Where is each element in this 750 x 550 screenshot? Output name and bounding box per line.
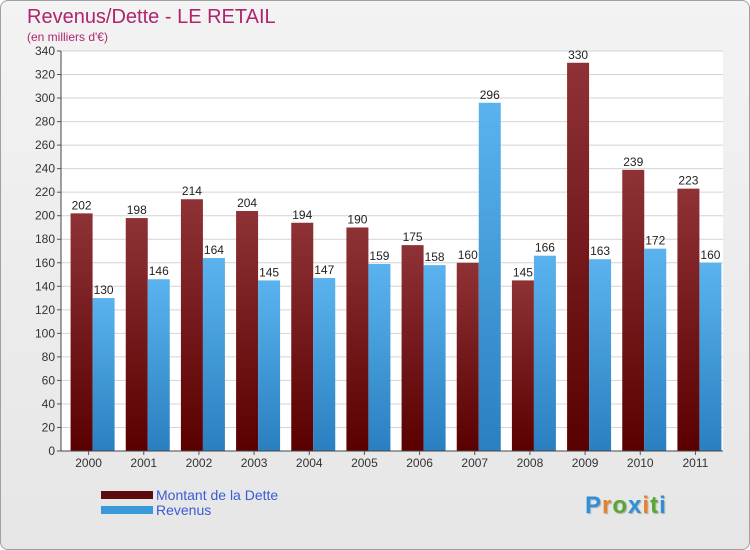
x-tick-label: 2005 bbox=[351, 456, 378, 470]
y-tick-label: 80 bbox=[42, 350, 56, 364]
y-tick-label: 140 bbox=[35, 279, 55, 293]
logo-letter: r bbox=[602, 492, 613, 519]
bar-revenus bbox=[368, 263, 391, 451]
logo-letter: P bbox=[585, 492, 603, 519]
data-label: 130 bbox=[94, 283, 114, 297]
x-tick-label: 2003 bbox=[241, 456, 268, 470]
bar-dette bbox=[291, 222, 314, 451]
data-label: 160 bbox=[700, 248, 720, 262]
y-tick-label: 280 bbox=[35, 115, 55, 129]
data-label: 330 bbox=[568, 48, 588, 62]
bar-dette bbox=[511, 280, 534, 451]
legend-label-revenus: Revenus bbox=[156, 501, 212, 518]
logo-letter: t bbox=[650, 492, 660, 519]
y-tick-label: 260 bbox=[35, 138, 55, 152]
legend-label-debt: Montant de la Dette bbox=[156, 486, 279, 503]
data-label: 160 bbox=[458, 248, 478, 262]
data-label: 158 bbox=[425, 250, 445, 264]
data-label: 145 bbox=[259, 265, 279, 279]
bar-dette bbox=[677, 188, 700, 451]
data-label: 159 bbox=[369, 249, 389, 263]
bar-dette bbox=[622, 169, 645, 451]
x-tick-label: 2004 bbox=[296, 456, 323, 470]
chart-legend: Montant de la Dette Revenus bbox=[101, 486, 279, 518]
y-tick-label: 320 bbox=[35, 68, 55, 82]
logo-letter: i bbox=[659, 492, 667, 519]
logo-letter: x bbox=[628, 492, 643, 519]
bar-revenus bbox=[202, 258, 225, 451]
y-tick-label: 300 bbox=[35, 91, 55, 105]
x-tick-label: 2001 bbox=[130, 456, 157, 470]
logo-letter: i bbox=[642, 492, 651, 519]
bar-dette bbox=[346, 227, 369, 451]
bar-revenus bbox=[423, 265, 446, 451]
data-label: 145 bbox=[513, 265, 533, 279]
data-label: 223 bbox=[678, 174, 698, 188]
x-tick-label: 2002 bbox=[186, 456, 213, 470]
bar-dette bbox=[180, 199, 203, 451]
y-tick-label: 160 bbox=[35, 256, 55, 270]
data-label: 204 bbox=[237, 196, 257, 210]
y-tick-label: 40 bbox=[42, 397, 56, 411]
y-tick-label: 200 bbox=[35, 209, 55, 223]
data-label: 146 bbox=[149, 264, 169, 278]
data-label: 296 bbox=[480, 88, 500, 102]
legend-item-revenus: Revenus bbox=[101, 501, 278, 518]
data-label: 239 bbox=[623, 155, 643, 169]
y-tick-label: 20 bbox=[42, 420, 56, 434]
legend-swatch-revenus bbox=[101, 505, 153, 514]
chart-title: Revenus/Dette - LE RETAIL bbox=[27, 6, 276, 28]
bar-revenus bbox=[313, 278, 336, 451]
data-label: 190 bbox=[347, 212, 367, 226]
bar-dette bbox=[456, 262, 479, 451]
data-label: 163 bbox=[590, 244, 610, 258]
y-tick-label: 180 bbox=[35, 232, 55, 246]
bar-revenus bbox=[92, 298, 115, 451]
bar-dette bbox=[401, 245, 424, 451]
logo-letter: o bbox=[612, 492, 629, 519]
bar-revenus bbox=[644, 248, 667, 451]
data-label: 202 bbox=[72, 198, 92, 212]
bar-revenus bbox=[258, 280, 281, 451]
x-tick-label: 2011 bbox=[683, 456, 709, 470]
bar-revenus bbox=[589, 259, 612, 451]
x-tick-label: 2000 bbox=[75, 456, 102, 470]
bar-revenus bbox=[699, 262, 722, 451]
x-tick-label: 2008 bbox=[517, 456, 544, 470]
bar-revenus bbox=[147, 279, 170, 451]
y-tick-label: 340 bbox=[35, 44, 55, 58]
x-tick-label: 2007 bbox=[461, 456, 488, 470]
legend-swatch-debt bbox=[101, 490, 153, 499]
data-label: 214 bbox=[182, 184, 202, 198]
bar-revenus bbox=[533, 255, 556, 451]
bar-revenus bbox=[478, 102, 501, 451]
chart-subtitle: (en milliers d'€) bbox=[27, 30, 108, 44]
bar-dette bbox=[567, 62, 590, 451]
y-tick-label: 60 bbox=[42, 373, 56, 387]
legend-item-debt: Montant de la Dette bbox=[101, 486, 279, 503]
proxiti-logo: Proxiti bbox=[585, 492, 667, 520]
data-label: 166 bbox=[535, 241, 555, 255]
plot-area bbox=[61, 51, 723, 451]
x-tick-label: 2006 bbox=[406, 456, 433, 470]
y-tick-label: 100 bbox=[35, 326, 55, 340]
y-tick-label: 0 bbox=[48, 444, 55, 458]
x-tick-label: 2009 bbox=[572, 456, 599, 470]
data-label: 164 bbox=[204, 243, 224, 257]
x-tick-label: 2010 bbox=[627, 456, 654, 470]
data-label: 172 bbox=[645, 234, 665, 248]
bar-dette bbox=[125, 218, 148, 451]
bar-dette bbox=[70, 213, 93, 451]
y-tick-label: 220 bbox=[35, 185, 55, 199]
data-label: 175 bbox=[403, 230, 423, 244]
y-tick-label: 240 bbox=[35, 162, 55, 176]
y-tick-label: 120 bbox=[35, 303, 55, 317]
bar-dette bbox=[236, 211, 259, 451]
data-label: 147 bbox=[314, 263, 334, 277]
data-label: 194 bbox=[292, 208, 312, 222]
data-label: 198 bbox=[127, 203, 147, 217]
